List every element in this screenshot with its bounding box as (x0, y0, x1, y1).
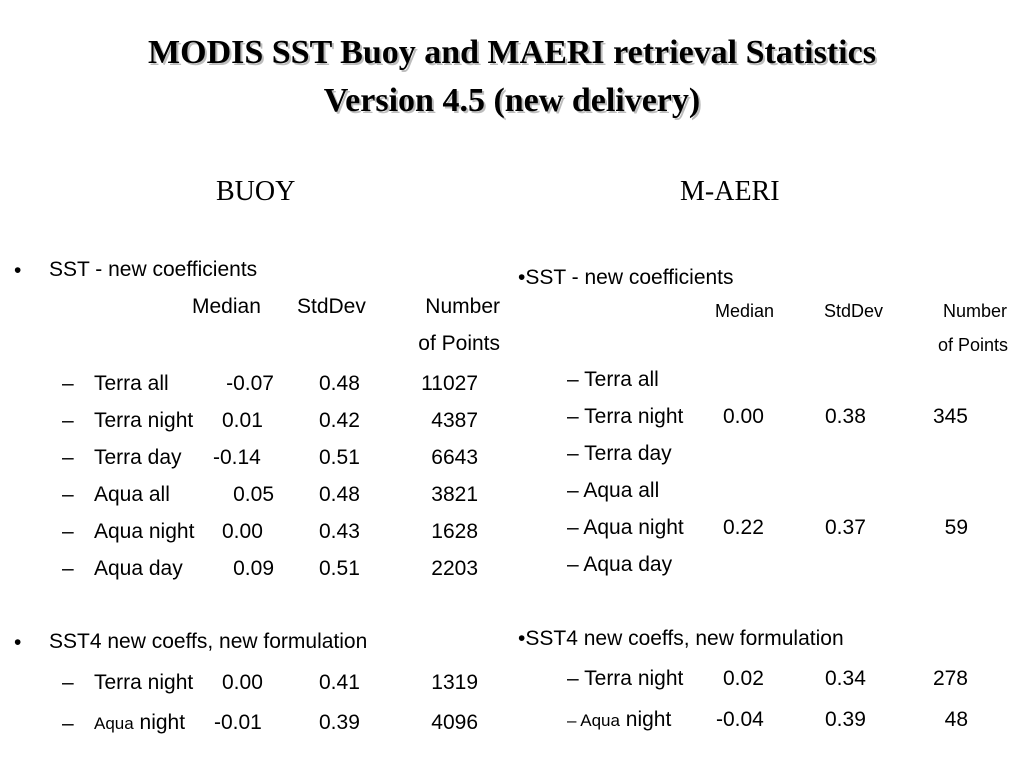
bullet-marker: • (14, 631, 22, 654)
buoy-sst4-label: SST4 new coeffs, new formulation (49, 630, 368, 653)
row-name: Aqua night (94, 520, 195, 543)
maeri-sst-label: •SST - new coefficients (518, 266, 734, 289)
maeri-sst4-label: •SST4 new coeffs, new formulation (518, 627, 844, 650)
row-number: 1319 (431, 671, 478, 694)
row-median: -0.01 (214, 711, 262, 734)
row-median: 0.00 (222, 520, 263, 543)
row-number: 345 (932, 405, 968, 428)
maeri-col-number: Number (942, 301, 1007, 321)
row-name: Terra night (94, 671, 194, 694)
row-stddev: 0.51 (319, 446, 360, 469)
row-median: 0.00 (222, 671, 263, 694)
maeri-heading: M-AERI (680, 176, 780, 207)
row-number: 4387 (431, 409, 478, 432)
buoy-col-median: Median (192, 295, 261, 318)
dash-marker: – (62, 409, 74, 432)
row-number: 48 (944, 708, 968, 731)
maeri-col-median: Median (715, 301, 775, 321)
row-median: -0.04 (716, 708, 764, 731)
row-stddev: 0.48 (319, 372, 360, 395)
row-name: Terra night (94, 409, 194, 432)
row-stddev: 0.39 (319, 711, 360, 734)
slide-title-line-1: MODIS SST Buoy and MAERI retrieval Stati… (148, 34, 876, 71)
row-name: Terra all (94, 372, 169, 395)
row-number: 3821 (431, 483, 478, 506)
dash-marker: – (62, 483, 74, 506)
row-name: – Aqua night (567, 709, 671, 730)
row-median: 0.00 (723, 405, 764, 428)
row-stddev: 0.39 (825, 708, 866, 731)
row-name: Aqua night (94, 712, 185, 733)
row-median: 0.02 (723, 667, 764, 690)
row-name: Terra day (94, 446, 182, 469)
row-name: – Terra all (567, 368, 659, 391)
row-number: 278 (932, 667, 968, 690)
row-name-rest: night (619, 708, 672, 731)
buoy-col-stddev: StdDev (297, 295, 366, 318)
row-stddev: 0.34 (825, 667, 866, 690)
row-median: 0.09 (233, 557, 274, 580)
row-stddev: 0.38 (825, 405, 866, 428)
row-stddev: 0.43 (319, 520, 360, 543)
slide-title-line-2: Version 4.5 (new delivery) (323, 82, 701, 119)
row-median: 0.22 (723, 516, 764, 539)
row-number: 6643 (431, 446, 478, 469)
row-median: 0.01 (222, 409, 263, 432)
dash-marker: – (62, 372, 74, 395)
row-name: – Terra day (567, 442, 672, 465)
maeri-col-points: of Points (937, 335, 1008, 355)
buoy-heading: BUOY (216, 176, 296, 207)
dash-marker: – (62, 520, 74, 543)
dash-marker: – (62, 671, 74, 694)
row-name: – Aqua night (567, 516, 684, 539)
row-number: 1628 (431, 520, 478, 543)
buoy-sst-label: SST - new coefficients (49, 258, 258, 281)
row-median: -0.14 (213, 446, 261, 469)
maeri-col-stddev: StdDev (824, 301, 884, 321)
row-median: -0.07 (226, 372, 274, 395)
buoy-col-points: of Points (418, 332, 500, 355)
row-name: – Terra night (567, 667, 684, 690)
row-number: 11027 (421, 372, 478, 395)
row-number: 2203 (431, 557, 478, 580)
row-stddev: 0.48 (319, 483, 360, 506)
row-name: Aqua all (94, 483, 170, 506)
row-name: Aqua day (94, 557, 183, 580)
dash-marker: – (62, 557, 74, 580)
dash-marker: – (62, 712, 74, 735)
buoy-col-number: Number (425, 295, 500, 318)
row-stddev: 0.42 (319, 409, 360, 432)
row-name-small: Aqua (94, 714, 134, 733)
row-name: – Terra night (567, 405, 684, 428)
row-name-rest: night (133, 711, 186, 734)
bullet-marker: • (14, 259, 22, 282)
row-name-small: – Aqua (567, 711, 620, 730)
row-stddev: 0.51 (319, 557, 360, 580)
row-stddev: 0.41 (319, 671, 360, 694)
row-name: – Aqua day (567, 553, 673, 576)
row-number: 59 (944, 516, 968, 539)
row-name: – Aqua all (567, 479, 660, 502)
dash-marker: – (62, 446, 74, 469)
row-number: 4096 (431, 711, 478, 734)
row-median: 0.05 (233, 483, 274, 506)
row-stddev: 0.37 (825, 516, 866, 539)
